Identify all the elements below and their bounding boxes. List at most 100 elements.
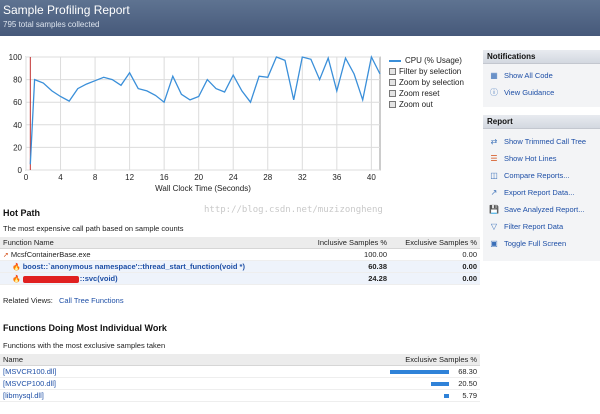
related-views-label: Related Views:	[3, 296, 53, 305]
individual-work-title: Functions Doing Most Individual Work	[3, 323, 167, 333]
x-axis-label: Wall Clock Time (Seconds)	[155, 184, 251, 193]
table-row[interactable]: 🔥 boost::`anonymous namespace'::thread_st…	[0, 260, 480, 273]
filter-report-data-link[interactable]: ▽ Filter Report Data	[483, 218, 600, 235]
show-all-code-label[interactable]: Show All Code	[504, 71, 553, 80]
legend-cpu-swatch	[389, 59, 401, 62]
toggle-full-screen-label[interactable]: Toggle Full Screen	[504, 239, 567, 248]
inclusive-value: 100.00	[270, 248, 390, 261]
show-hot-lines-label[interactable]: Show Hot Lines	[504, 154, 557, 163]
chart-legend: CPU (% Usage) Filter by selection Zoom b…	[389, 55, 479, 110]
table-row[interactable]: [MSVCR100.dll] 68.30	[0, 365, 480, 378]
zoom-out-action[interactable]: Zoom out	[389, 99, 479, 110]
table-row[interactable]: ➚ McsfContainerBase.exe 100.00 0.00	[0, 248, 480, 261]
x-tick-label: 12	[125, 173, 134, 182]
inclusive-value: 60.38	[270, 260, 390, 273]
y-tick-label: 60	[13, 98, 22, 107]
related-views: Related Views: Call Tree Functions	[3, 296, 124, 305]
x-tick-label: 4	[58, 173, 63, 182]
exclusive-value: 0.00	[390, 260, 480, 273]
exclusive-value: 0.00	[390, 248, 480, 261]
watermark: http://blog.csdn.net/muzizongheng	[204, 205, 383, 215]
zoom-out-label[interactable]: Zoom out	[399, 100, 433, 109]
cpu-usage-line	[29, 55, 381, 165]
save-analyzed-report-link[interactable]: 💾 Save Analyzed Report...	[483, 201, 600, 218]
filter-by-selection-label[interactable]: Filter by selection	[399, 67, 462, 76]
hot-path-desc: The most expensive call path based on sa…	[3, 224, 184, 233]
hot-path-table: Function Name Inclusive Samples % Exclus…	[0, 237, 480, 285]
inclusive-value: 24.28	[270, 272, 390, 285]
view-guidance-label[interactable]: View Guidance	[504, 88, 555, 97]
exclusive-cell: 68.30	[360, 365, 480, 378]
individual-header-row: Name Exclusive Samples %	[0, 354, 480, 366]
function-cell[interactable]: ➚ McsfContainerBase.exe	[0, 248, 270, 261]
exclusive-value: 0.00	[390, 272, 480, 285]
zoom-by-selection-action[interactable]: Zoom by selection	[389, 77, 479, 88]
cpu-chart-svg[interactable]: 0 20 40 60 80 100 0 4 8 12 16 20 24 28 32 36 40 Wall Cloc…	[0, 47, 480, 199]
col-inclusive[interactable]: Inclusive Samples %	[270, 237, 390, 249]
table-row[interactable]: 🔥::svc(void) 24.28 0.00	[0, 272, 480, 285]
function-link[interactable]: ::svc(void)	[79, 274, 118, 283]
module-link[interactable]: [MSVCP100.dll]	[3, 379, 56, 388]
x-tick-label: 32	[298, 173, 307, 182]
col-exclusive[interactable]: Exclusive Samples %	[390, 237, 480, 249]
export-report-data-label[interactable]: Export Report Data...	[504, 188, 575, 197]
exclusive-value: 20.50	[458, 379, 477, 388]
zoom-reset-label[interactable]: Zoom reset	[399, 89, 440, 98]
y-tick-label: 100	[9, 53, 23, 62]
info-icon: ⓘ	[490, 88, 498, 97]
call-tree-functions-link[interactable]: Call Tree Functions	[58, 296, 124, 305]
exclusive-cell: 5.79	[360, 389, 480, 402]
x-tick-label: 40	[367, 173, 376, 182]
compare-reports-label[interactable]: Compare Reports...	[504, 171, 570, 180]
show-hot-lines-link[interactable]: ☰ Show Hot Lines	[483, 150, 600, 167]
exclusive-cell: 20.50	[360, 377, 480, 390]
compare-reports-link[interactable]: ◫ Compare Reports...	[483, 167, 600, 184]
function-link[interactable]: boost::`anonymous namespace'::thread_sta…	[22, 262, 245, 271]
flame-icon: 🔥	[12, 276, 21, 283]
col-function-name[interactable]: Function Name	[0, 237, 270, 249]
x-tick-label: 28	[263, 173, 272, 182]
y-tick-label: 20	[13, 143, 22, 152]
save-icon: 💾	[489, 205, 499, 214]
filter-by-selection-action[interactable]: Filter by selection	[389, 66, 479, 77]
x-tick-label: 16	[160, 173, 169, 182]
save-analyzed-report-label[interactable]: Save Analyzed Report...	[504, 205, 585, 214]
module-link[interactable]: [MSVCR100.dll]	[3, 367, 57, 376]
cpu-usage-chart[interactable]: 0 20 40 60 80 100 0 4 8 12 16 20 24 28 32 36 40 Wall Cloc…	[0, 47, 480, 199]
exclusive-value: 68.30	[458, 367, 477, 376]
legend-cpu: CPU (% Usage)	[389, 55, 479, 66]
filter-report-data-label[interactable]: Filter Report Data	[504, 222, 564, 231]
individual-work-table: Name Exclusive Samples % [MSVCR100.dll] …	[0, 354, 480, 402]
y-tick-label: 80	[13, 76, 22, 85]
function-cell[interactable]: 🔥 boost::`anonymous namespace'::thread_st…	[0, 260, 270, 273]
zoom-out-icon	[389, 101, 396, 108]
table-row[interactable]: [libmysql.dll] 5.79	[0, 389, 480, 402]
col-exclusive-samples[interactable]: Exclusive Samples %	[360, 354, 480, 366]
x-tick-label: 24	[229, 173, 238, 182]
zoom-by-selection-label[interactable]: Zoom by selection	[399, 78, 464, 87]
function-cell[interactable]: 🔥::svc(void)	[0, 272, 270, 285]
report-panel: Report ⇄ Show Trimmed Call Tree ☰ Show Hot…	[483, 115, 600, 261]
notifications-panel: Notifications ▦ Show All Code ⓘ View Guida…	[483, 50, 600, 107]
table-row[interactable]: [MSVCP100.dll] 20.50	[0, 377, 480, 390]
x-tick-label: 36	[332, 173, 341, 182]
hot-path-arrow-icon: ➚	[3, 252, 9, 259]
zoom-reset-action[interactable]: Zoom reset	[389, 88, 479, 99]
show-trimmed-call-tree-label[interactable]: Show Trimmed Call Tree	[504, 137, 587, 146]
show-all-code-link[interactable]: ▦ Show All Code	[483, 67, 600, 84]
module-link[interactable]: [libmysql.dll]	[3, 391, 44, 400]
x-tick-label: 8	[93, 173, 98, 182]
view-guidance-link[interactable]: ⓘ View Guidance	[483, 84, 600, 101]
export-icon: ↗	[490, 188, 498, 197]
toggle-full-screen-link[interactable]: ▣ Toggle Full Screen	[483, 235, 600, 252]
flame-icon: 🔥	[12, 264, 21, 271]
zoom-reset-icon	[389, 90, 396, 97]
report-subtitle: 795 total samples collected	[3, 20, 100, 29]
report-header-label: Report	[483, 115, 600, 129]
col-name[interactable]: Name	[0, 354, 360, 366]
exclusive-bar	[390, 370, 449, 375]
export-report-data-link[interactable]: ↗ Export Report Data...	[483, 184, 600, 201]
show-trimmed-call-tree-link[interactable]: ⇄ Show Trimmed Call Tree	[483, 133, 600, 150]
function-name: McsfContainerBase.exe	[10, 250, 91, 259]
exclusive-bar	[431, 382, 449, 387]
